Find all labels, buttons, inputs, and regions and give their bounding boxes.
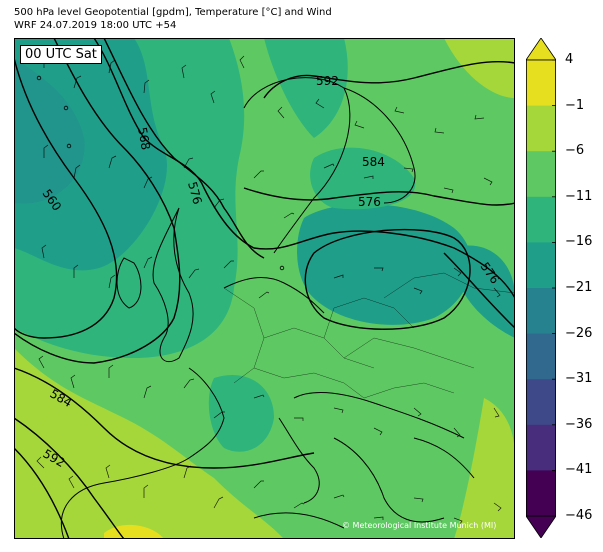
colorbar-tick-label: −1 — [565, 97, 585, 113]
contour-label-592-north: 592 — [316, 74, 339, 88]
map-title: 500 hPa level Geopotential [gpdm], Tempe… — [14, 7, 332, 18]
colorbar-segment — [526, 60, 556, 107]
colorbar-tick-label: −26 — [565, 325, 593, 341]
temp-band-core-russia — [454, 245, 515, 338]
colorbar-extend-min — [526, 515, 556, 538]
temp-band-warm-southwest — [14, 348, 284, 539]
temp-band-warm-northeast — [444, 38, 515, 98]
temp-band-warm-southeast — [454, 398, 515, 539]
contour-label-576-west: 576 — [185, 180, 204, 206]
colorbar-tick-label: −46 — [565, 508, 593, 523]
country-borders — [223, 272, 515, 399]
colorbar-segment — [526, 196, 556, 243]
temp-band-hot-africa — [104, 524, 164, 539]
temp-band-cold-norway — [264, 38, 348, 138]
coastlines — [60, 77, 475, 539]
temp-band-core-west — [14, 38, 167, 271]
colorbar-segment — [526, 151, 556, 198]
colorbar-segment — [526, 333, 556, 380]
colorbar-tick-label: 4 — [565, 52, 574, 67]
temp-band-cold-north — [310, 147, 416, 210]
map-frame — [14, 38, 515, 539]
temp-band-core-east — [297, 204, 472, 325]
colorbar-segment — [526, 242, 556, 289]
temperature-colorbar — [526, 38, 556, 538]
temp-band-cold-south — [208, 374, 274, 452]
geopotential-contours — [14, 38, 515, 539]
colorbar-segment — [526, 470, 556, 517]
credit-text: © Meteorological Institute Munich (MI) — [342, 521, 497, 530]
colorbar-tick-label: −16 — [565, 234, 593, 250]
colorbar-tick-label: −11 — [565, 188, 593, 204]
contour-label-584-north: 584 — [362, 155, 385, 169]
colorbar-segment — [526, 379, 556, 426]
weather-map: 592 584 576 576 576 568 560 584 592 — [14, 38, 515, 539]
valid-time-label: 00 UTC Sat — [20, 45, 102, 64]
contour-label-576-east: 576 — [358, 195, 381, 209]
low-markers — [36, 75, 285, 271]
colorbar-tick-label: −31 — [565, 371, 593, 387]
colorbar-segment — [526, 288, 556, 335]
colorbar-extend-max — [526, 38, 556, 61]
contour-label-568: 568 — [135, 126, 153, 151]
colorbar-segment — [526, 424, 556, 471]
colorbar-tick-label: −36 — [565, 416, 593, 432]
colorbar-segment — [526, 105, 556, 152]
wind-barbs — [36, 54, 502, 525]
colorbar-tick-label: −6 — [565, 143, 585, 159]
map-subtitle: WRF 24.07.2019 18:00 UTC +54 — [14, 20, 177, 31]
colorbar-tick-label: −21 — [565, 280, 593, 295]
colorbar-tick-label: −41 — [565, 462, 593, 478]
